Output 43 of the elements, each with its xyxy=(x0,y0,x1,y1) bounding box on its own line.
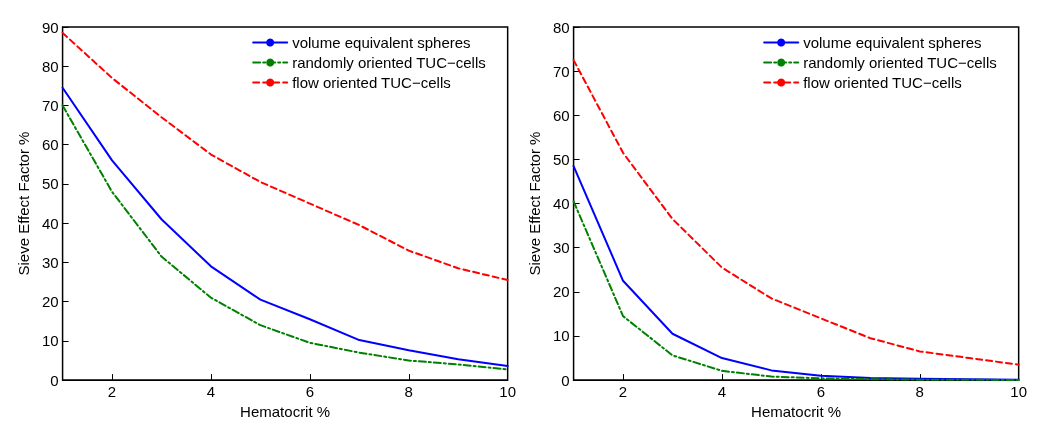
y-tick-label: 10 xyxy=(552,327,570,345)
y-tick-label: 30 xyxy=(552,239,570,257)
y-tick-label: 50 xyxy=(41,175,59,193)
x-tick-label: 8 xyxy=(404,383,413,401)
x-tick-label: 4 xyxy=(717,383,727,401)
y-tick-label: 20 xyxy=(552,283,570,301)
line-series xyxy=(572,59,1020,366)
x-tick-label: 6 xyxy=(816,383,826,401)
y-tick-label: 30 xyxy=(41,253,59,271)
line-series xyxy=(61,31,509,282)
y-tick-label: 0 xyxy=(561,371,570,389)
y-axis-title: Sieve Effect Factor % xyxy=(526,131,543,276)
x-tick-label: 10 xyxy=(1010,383,1027,401)
y-tick-label: 40 xyxy=(552,195,570,213)
x-axis-title: Hematocrit % xyxy=(751,403,842,420)
y-tick-label: 70 xyxy=(41,96,59,114)
y-tick-label: 10 xyxy=(41,332,59,350)
line-series xyxy=(572,200,1020,382)
x-tick-label: 2 xyxy=(107,383,117,401)
y-tick-label: 0 xyxy=(50,371,59,389)
y-tick-label: 90 xyxy=(41,18,59,36)
y-tick-label: 80 xyxy=(41,57,59,75)
x-tick-label: 10 xyxy=(499,383,516,401)
line-series xyxy=(572,165,1020,381)
y-tick-label: 80 xyxy=(552,18,570,36)
legend-label: volume equivalent spheres xyxy=(803,34,982,51)
legend-label: randomly oriented TUC−cells xyxy=(292,54,486,71)
x-axis-title: Hematocrit % xyxy=(240,403,331,420)
x-tick-label: 8 xyxy=(915,383,924,401)
x-tick-label: 4 xyxy=(206,383,216,401)
y-tick-label: 60 xyxy=(552,106,570,124)
y-tick-label: 40 xyxy=(41,214,59,232)
y-tick-label: 60 xyxy=(41,136,59,154)
x-tick-label: 6 xyxy=(305,383,315,401)
legend-label: volume equivalent spheres xyxy=(292,34,471,51)
y-axis-title: Sieve Effect Factor % xyxy=(15,131,32,276)
x-tick-label: 2 xyxy=(618,383,628,401)
legend-label: randomly oriented TUC−cells xyxy=(803,54,997,71)
legend-label: flow oriented TUC−cells xyxy=(803,74,962,91)
y-tick-label: 20 xyxy=(41,293,59,311)
legend-label: flow oriented TUC−cells xyxy=(292,74,451,91)
y-tick-label: 70 xyxy=(552,62,570,80)
y-tick-label: 50 xyxy=(552,150,570,168)
